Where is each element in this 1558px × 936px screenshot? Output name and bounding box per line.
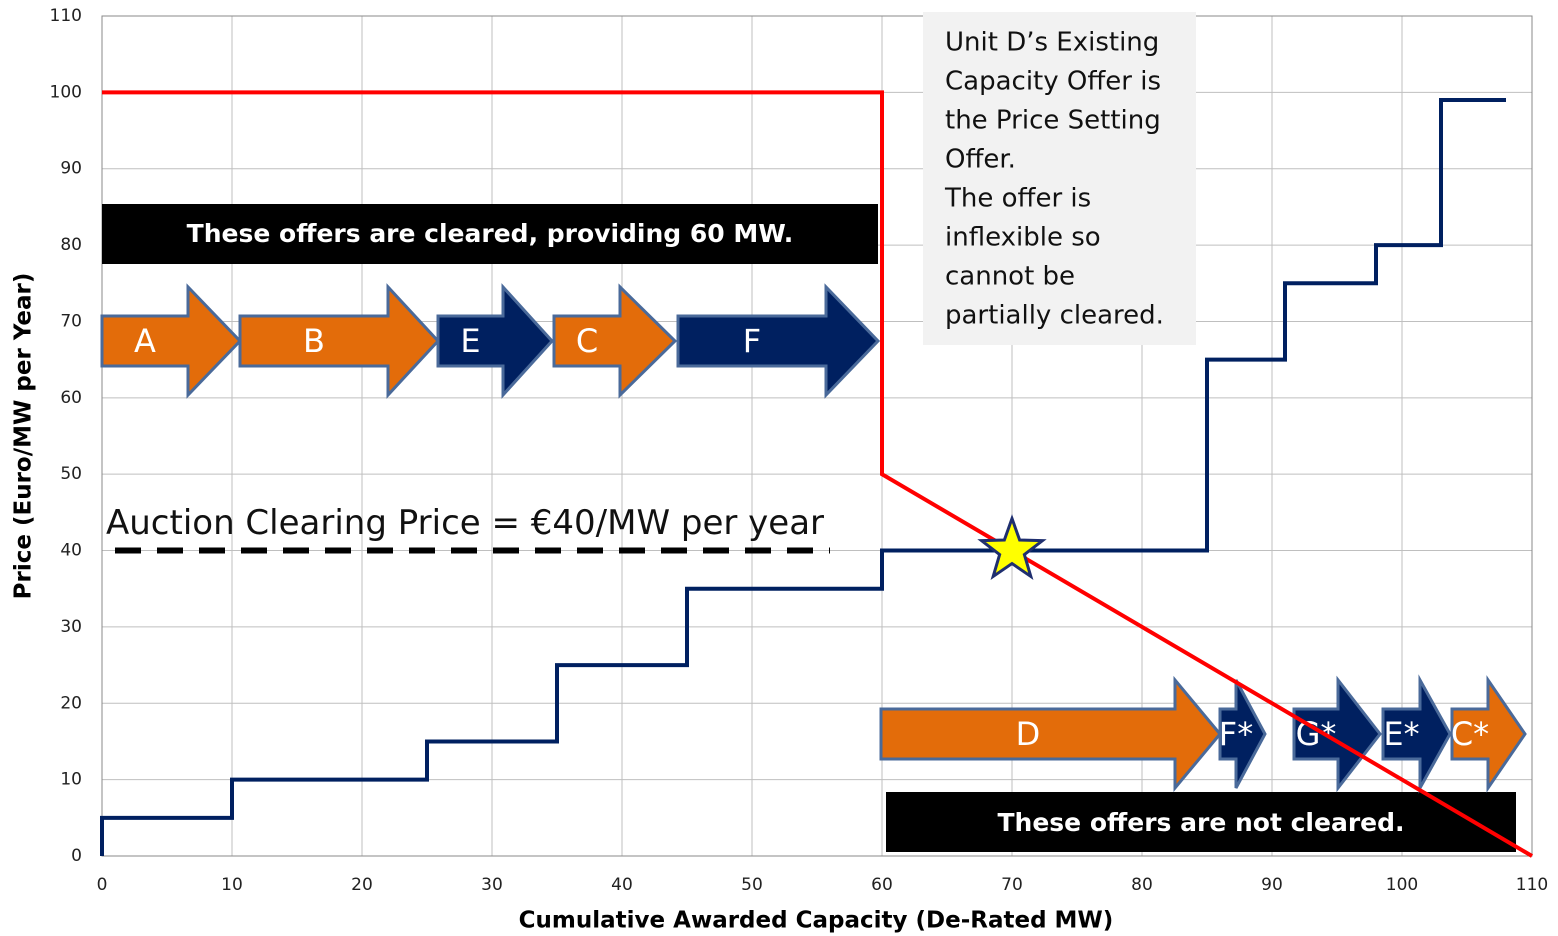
x-tick-label: 0	[97, 875, 108, 895]
x-tick-label: 50	[741, 875, 763, 895]
offer-label: F*	[1219, 715, 1253, 753]
series-line	[102, 90, 1534, 858]
offer-label: E*	[1383, 715, 1419, 753]
offer-label: A	[134, 322, 156, 360]
clearing-price-label: Auction Clearing Price = €40/MW per year	[106, 503, 824, 543]
y-tick-label: 30	[60, 617, 82, 637]
offer-arrow	[238, 283, 441, 399]
offer-arrow	[1292, 675, 1382, 793]
y-tick-label: 80	[60, 235, 82, 255]
y-tick-label: 0	[71, 846, 82, 866]
x-axis-label: Cumulative Awarded Capacity (De-Rated MW…	[519, 908, 1114, 934]
y-tick-label: 70	[60, 311, 82, 331]
note-line: the Price Setting	[945, 106, 1161, 136]
offer-arrow	[1450, 675, 1527, 793]
not-cleared-box	[886, 792, 1516, 852]
x-tick-label: 100	[1386, 875, 1418, 895]
not-cleared-label: These offers are not cleared.	[997, 808, 1404, 837]
x-tick-label: 20	[351, 875, 373, 895]
x-tick-label: 90	[1261, 875, 1283, 895]
y-tick-label: 90	[60, 159, 82, 179]
y-tick-label: 10	[60, 770, 82, 790]
offer-label: B	[303, 322, 325, 360]
offer-arrow	[879, 675, 1222, 793]
note-line: cannot be	[945, 262, 1075, 292]
x-tick-label: 60	[871, 875, 893, 895]
note-line: inflexible so	[945, 223, 1101, 253]
star-marker	[977, 514, 1047, 581]
x-tick-label: 70	[1001, 875, 1023, 895]
y-tick-label: 40	[60, 541, 82, 561]
offer-arrow	[1381, 674, 1452, 794]
note-line: Unit D’s Existing	[945, 28, 1159, 58]
y-tick-label: 60	[60, 388, 82, 408]
note-line: partially cleared.	[945, 301, 1164, 331]
offer-label: C*	[1451, 715, 1489, 753]
x-tick-label: 10	[221, 875, 243, 895]
y-tick-label: 50	[60, 464, 82, 484]
cleared-box	[102, 204, 878, 264]
series-line	[100, 98, 1506, 856]
y-tick-label: 20	[60, 693, 82, 713]
y-tick-label: 100	[50, 82, 82, 102]
x-tick-label: 80	[1131, 875, 1153, 895]
note-line: The offer is	[944, 184, 1091, 214]
offer-arrow	[436, 283, 555, 399]
cleared-label: These offers are cleared, providing 60 M…	[187, 219, 794, 248]
note-line: Offer.	[945, 145, 1016, 175]
x-tick-label: 110	[1516, 875, 1548, 895]
offer-arrow	[100, 283, 243, 399]
y-tick-label: 110	[50, 6, 82, 26]
note-box	[923, 12, 1196, 345]
plot-frame	[101, 15, 1533, 857]
offer-label: F	[743, 322, 761, 360]
offer-arrow	[1218, 679, 1267, 789]
x-tick-label: 40	[611, 875, 633, 895]
x-tick-label: 30	[481, 875, 503, 895]
offer-arrow	[676, 283, 881, 399]
y-axis-label: Price (Euro/MW per Year)	[11, 273, 37, 600]
offer-label: C	[576, 322, 598, 360]
note-line: Capacity Offer is	[945, 67, 1161, 97]
offer-arrow	[552, 283, 678, 399]
offer-label: E	[460, 322, 480, 360]
offer-label: D	[1016, 715, 1041, 753]
